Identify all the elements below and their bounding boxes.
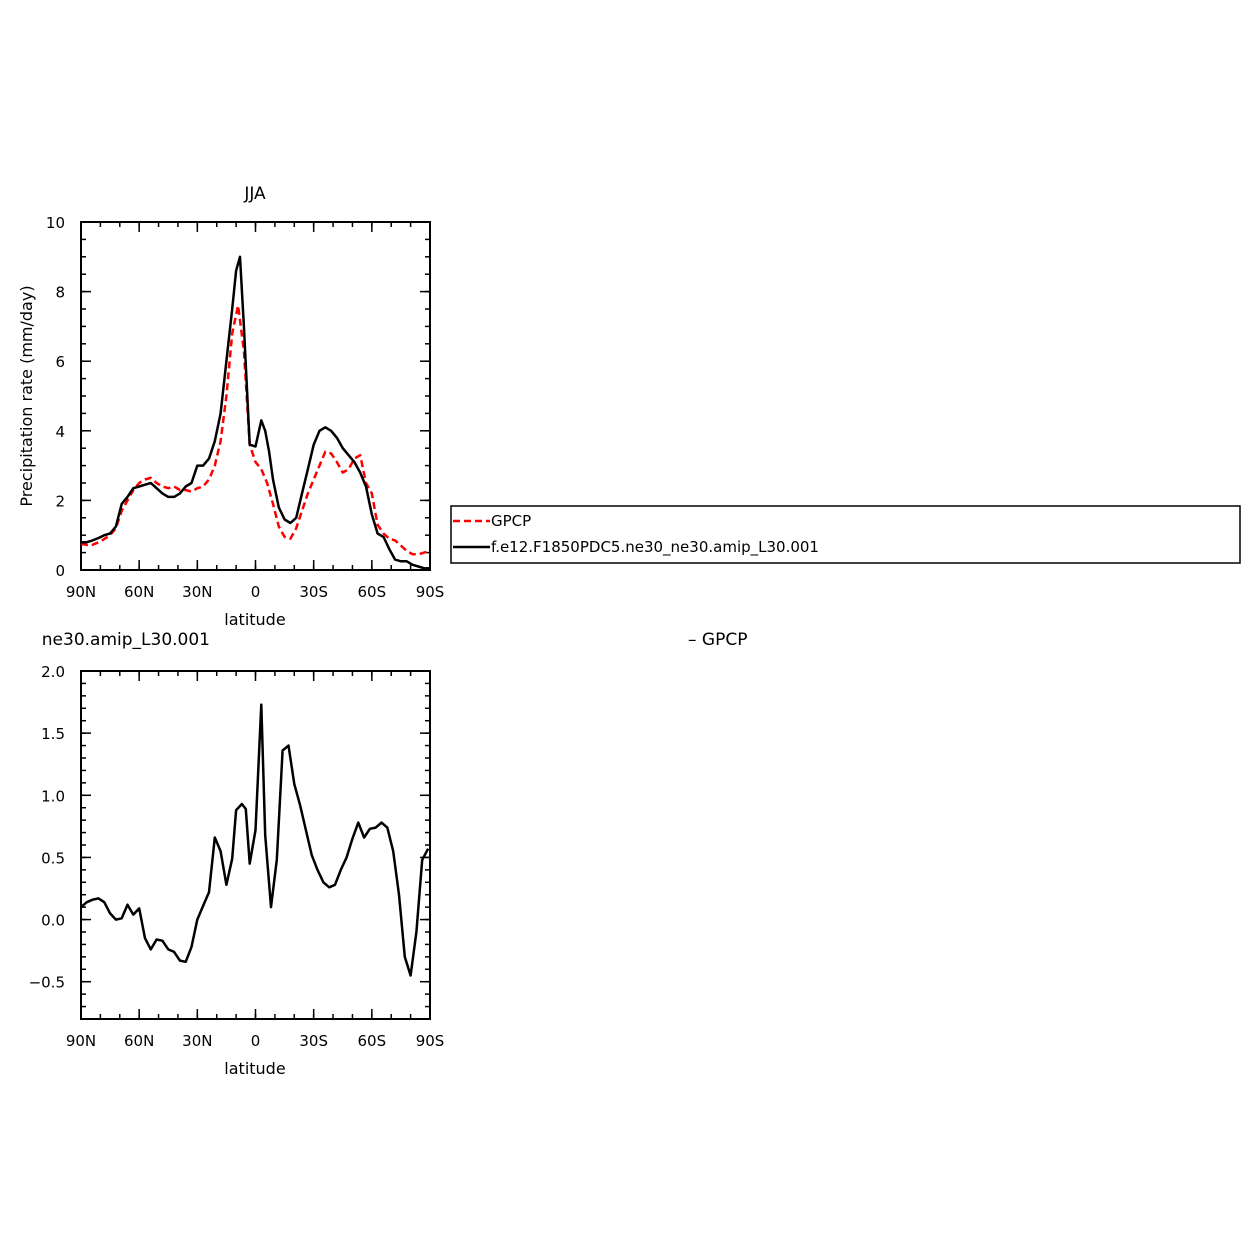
panel-jja: JJA latitude Precipitation rate (mm/day)… bbox=[17, 184, 444, 629]
x-tick-label: 30S bbox=[299, 583, 328, 601]
plot-frame bbox=[80, 221, 431, 571]
y-tick-labels-2: −0.5 0.0 0.5 1.0 1.5 2.0 bbox=[29, 663, 65, 992]
x-tick-label: 90N bbox=[66, 1032, 96, 1050]
y-tick-label: −0.5 bbox=[29, 974, 65, 992]
x-tick-label: 60S bbox=[358, 1032, 387, 1050]
legend-label-gpcp: GPCP bbox=[491, 512, 531, 530]
x-tick-labels: 90N 60N 30N 0 30S 60S 90S bbox=[66, 583, 444, 601]
x-tick-label: 30S bbox=[299, 1032, 328, 1050]
tick-marks bbox=[80, 221, 431, 571]
x-tick-label: 60N bbox=[124, 583, 154, 601]
y-axis-label: Precipitation rate (mm/day) bbox=[17, 285, 36, 506]
series-line-1-2 bbox=[81, 255, 430, 570]
x-tick-label: 0 bbox=[251, 583, 261, 601]
plot-frame-2 bbox=[80, 670, 431, 1020]
series-line-1-1 bbox=[80, 304, 431, 556]
legend: GPCP f.e12.F1850PDC5.ne30_ne30.amip_L30.… bbox=[450, 505, 1241, 564]
y-tick-label: 0.5 bbox=[41, 849, 65, 867]
x-tick-label: 90S bbox=[416, 1032, 445, 1050]
x-tick-label: 60S bbox=[358, 583, 387, 601]
series-line-2-1 bbox=[80, 703, 430, 977]
y-tick-label: 0 bbox=[55, 562, 65, 580]
x-axis-label-2: latitude bbox=[224, 1059, 285, 1078]
x-tick-label: 0 bbox=[251, 1032, 261, 1050]
chart-title-right: – GPCP bbox=[688, 630, 747, 650]
x-tick-label: 30N bbox=[182, 1032, 212, 1050]
y-tick-label: 10 bbox=[46, 214, 65, 232]
y-tick-label: 4 bbox=[55, 423, 65, 441]
panel-difference: ne30.amip_L30.001 – GPCP latitude 90N 60N… bbox=[29, 630, 748, 1078]
y-tick-label: 2.0 bbox=[41, 663, 65, 681]
y-tick-label: 1.0 bbox=[41, 787, 65, 805]
x-tick-label: 90S bbox=[416, 583, 445, 601]
y-tick-labels: 0 2 4 6 8 10 bbox=[46, 214, 65, 580]
x-tick-label: 90N bbox=[66, 583, 96, 601]
y-tick-label: 8 bbox=[55, 284, 65, 302]
x-tick-labels-2: 90N 60N 30N 0 30S 60S 90S bbox=[66, 1032, 444, 1050]
legend-label-model: f.e12.F1850PDC5.ne30_ne30.amip_L30.001 bbox=[491, 538, 819, 557]
y-tick-label: 2 bbox=[55, 492, 65, 510]
series-lines-2 bbox=[80, 703, 430, 977]
x-tick-label: 60N bbox=[124, 1032, 154, 1050]
tick-marks-2 bbox=[80, 670, 431, 1020]
y-tick-label: 6 bbox=[55, 353, 65, 371]
chart-title: JJA bbox=[243, 184, 266, 204]
x-tick-label: 30N bbox=[182, 583, 212, 601]
y-tick-label: 0.0 bbox=[41, 912, 65, 930]
legend-box bbox=[450, 505, 1241, 564]
chart-title-left: ne30.amip_L30.001 bbox=[42, 630, 210, 650]
x-axis-label: latitude bbox=[224, 610, 285, 629]
series-lines bbox=[80, 255, 431, 570]
y-tick-label: 1.5 bbox=[41, 725, 65, 743]
